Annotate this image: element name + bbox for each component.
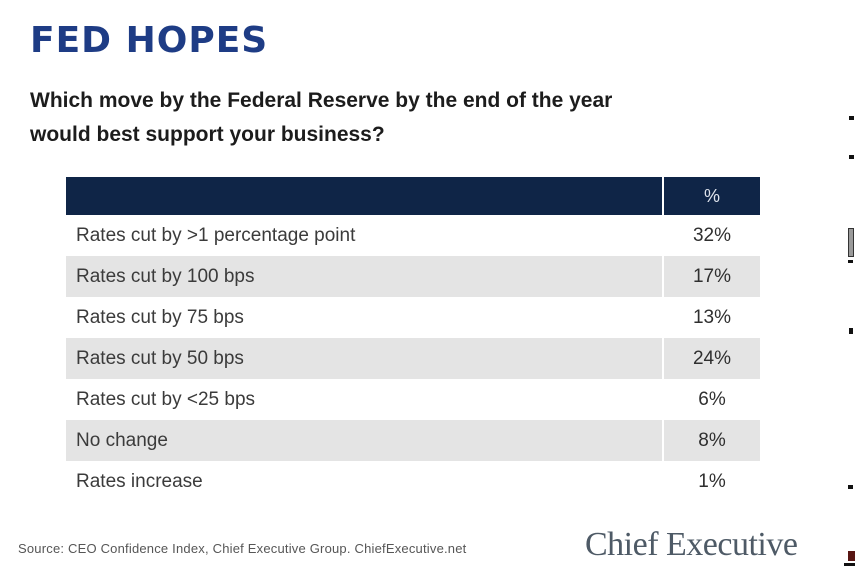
row-value: 32% xyxy=(692,224,732,246)
row-value: 1% xyxy=(698,470,726,492)
row-value: 8% xyxy=(698,429,726,451)
table-row: Rates cut by 75 bps 13% xyxy=(66,297,760,338)
table-row: No change 8% xyxy=(66,420,760,461)
crop-artifact-dash xyxy=(849,328,853,334)
table-row: Rates cut by >1 percentage point 32% xyxy=(66,215,760,256)
row-label: Rates cut by 50 bps xyxy=(66,338,664,379)
row-label: Rates increase xyxy=(66,461,664,502)
crop-artifact-dash xyxy=(849,116,854,120)
row-label: Rates cut by 75 bps xyxy=(66,297,664,338)
table-row: Rates cut by 50 bps 24% xyxy=(66,338,760,379)
row-label: No change xyxy=(66,420,664,461)
row-label: Rates cut by >1 percentage point xyxy=(66,215,664,256)
crop-artifact-red-mark xyxy=(848,551,855,561)
row-value: 6% xyxy=(698,388,726,410)
chart-title: FED HOPES xyxy=(30,20,269,61)
table-row: Rates cut by <25 bps 6% xyxy=(66,379,760,420)
row-label: Rates cut by 100 bps xyxy=(66,256,664,297)
chief-executive-logo: Chief Executive xyxy=(585,526,798,563)
survey-results-table: % Rates cut by >1 percentage point 32% R… xyxy=(66,177,760,502)
crop-artifact-underline xyxy=(844,563,855,566)
row-value: 24% xyxy=(692,347,732,369)
crop-artifact-dash xyxy=(848,260,853,263)
row-value: 17% xyxy=(692,265,732,287)
row-label: Rates cut by <25 bps xyxy=(66,379,664,420)
crop-artifact-dash xyxy=(848,485,853,489)
source-attribution: Source: CEO Confidence Index, Chief Exec… xyxy=(18,541,467,556)
table-header-row: % xyxy=(66,177,760,215)
table-header-percent-cell: % xyxy=(703,185,720,206)
table-row: Rates cut by 100 bps 17% xyxy=(66,256,760,297)
table-row: Rates increase 1% xyxy=(66,461,760,502)
crop-artifact-bar xyxy=(848,228,854,257)
crop-artifact-dash xyxy=(849,155,854,159)
table-header-label-cell xyxy=(66,177,664,215)
chart-question: Which move by the Federal Reserve by the… xyxy=(30,89,613,146)
row-value: 13% xyxy=(692,306,732,328)
